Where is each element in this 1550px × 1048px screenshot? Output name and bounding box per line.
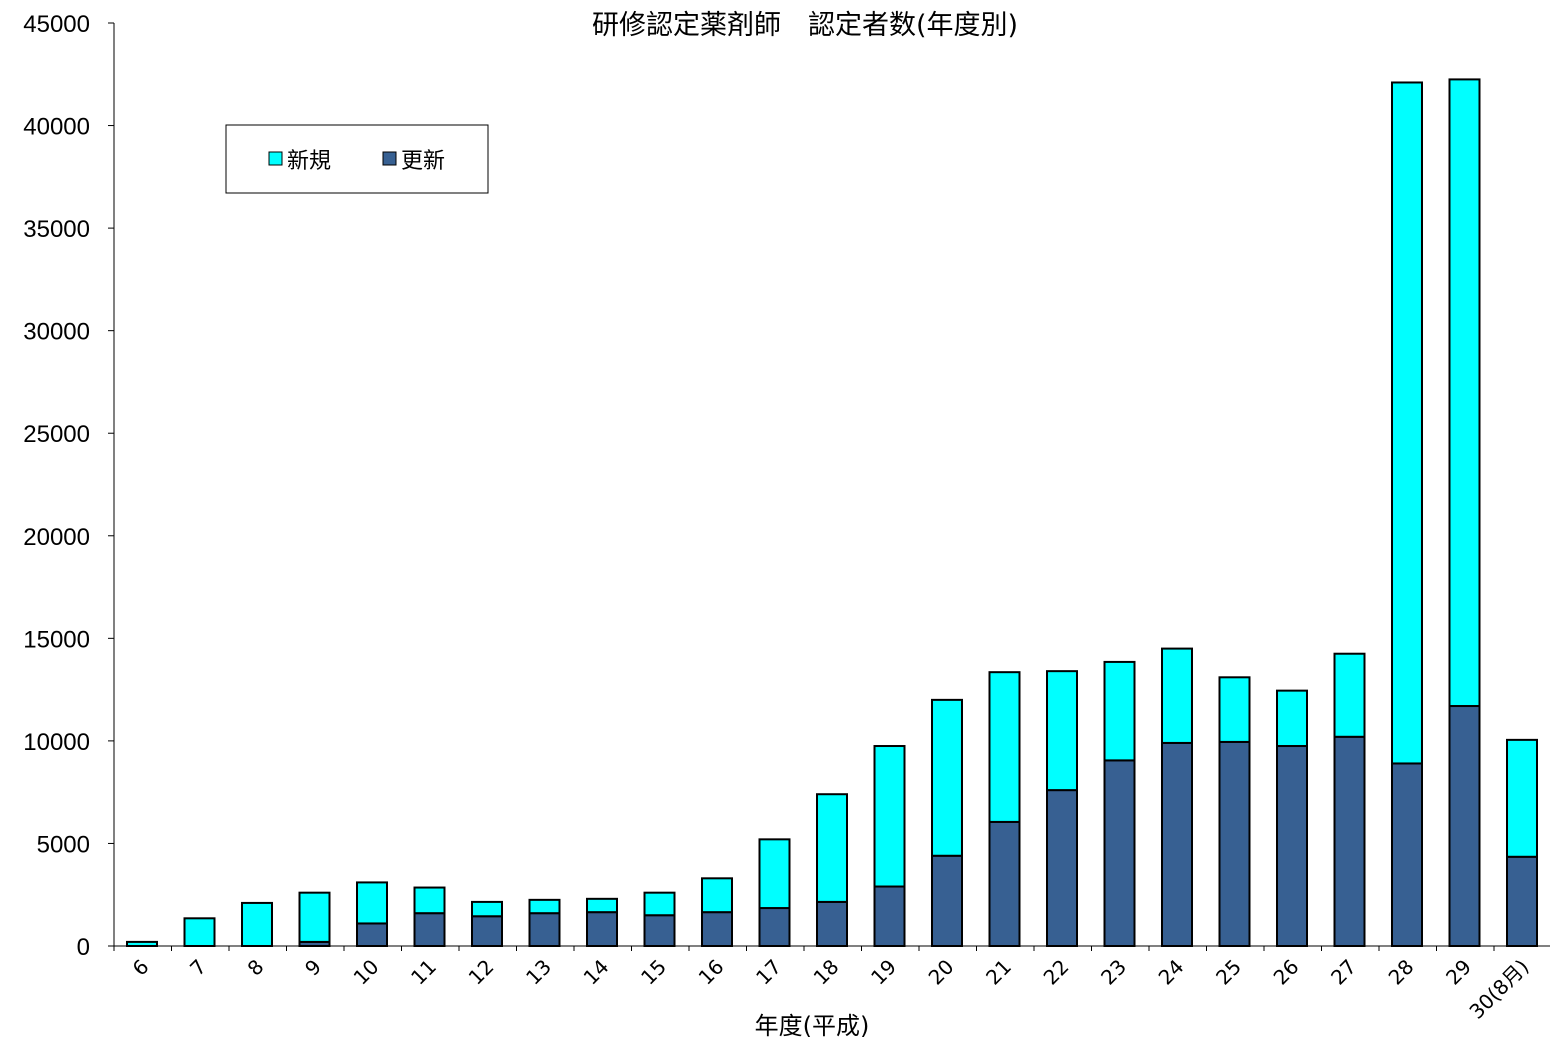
legend: 新規 更新 <box>225 124 489 194</box>
bar-renewal <box>471 915 503 948</box>
x-tick-label: 14 <box>579 955 614 990</box>
y-tick-label: 0 <box>77 934 90 961</box>
legend-swatch-new <box>268 151 283 166</box>
bar-new <box>1448 78 1481 708</box>
y-axis: 0 5000 10000 15000 20000 25000 30000 35000 40000… <box>23 11 115 961</box>
bar-new <box>758 838 791 910</box>
bar-new <box>471 900 503 918</box>
bar-new <box>1046 670 1078 792</box>
bar-new <box>528 898 561 915</box>
bar-new <box>1218 676 1251 743</box>
chart-title: 研修認定薬剤師 認定者数(年度別) <box>592 10 1018 41</box>
bars <box>126 78 1538 948</box>
bar-renewal <box>1506 855 1538 948</box>
x-tick-label: 21 <box>981 955 1016 990</box>
x-tick-label: 8 <box>243 955 269 981</box>
bar-renewal <box>1333 735 1366 948</box>
bar-new <box>1333 652 1366 738</box>
x-tick-label: 30(8月) <box>1464 955 1533 1024</box>
bar-new <box>1161 647 1193 744</box>
bar-new <box>931 698 963 857</box>
x-tick-label: 29 <box>1441 955 1476 990</box>
x-tick-label: 10 <box>349 955 384 990</box>
bar-renewal <box>528 912 561 948</box>
legend-swatch-renewal <box>382 151 397 166</box>
bar-renewal <box>701 911 733 948</box>
bar-new <box>1276 689 1308 748</box>
bar-renewal <box>586 911 618 948</box>
x-tick-label: 25 <box>1211 955 1246 990</box>
bar-new <box>241 901 273 948</box>
x-tick-label: 18 <box>809 955 844 990</box>
bar-new <box>1391 81 1423 765</box>
y-tick-label: 40000 <box>23 114 90 141</box>
bar-renewal <box>1046 789 1078 947</box>
x-tick-label: 17 <box>751 955 786 990</box>
bar-new <box>413 886 446 915</box>
bar-renewal <box>1276 745 1308 947</box>
bar-renewal <box>1161 741 1193 947</box>
y-tick-label: 45000 <box>23 11 90 38</box>
x-tick-label: 19 <box>866 955 901 990</box>
legend-item-new: 新規 <box>268 149 331 174</box>
legend-box <box>225 124 489 194</box>
bar-renewal <box>988 820 1021 947</box>
bar-renewal <box>643 914 676 948</box>
x-tick-label: 20 <box>924 955 959 990</box>
bar-new <box>988 671 1021 823</box>
y-tick-label: 30000 <box>23 319 90 346</box>
bar-new <box>816 793 848 903</box>
legend-label-new: 新規 <box>287 149 331 174</box>
y-tick-label: 35000 <box>23 216 90 243</box>
x-tick-label: 24 <box>1154 955 1189 990</box>
bar-renewal <box>413 912 446 948</box>
x-tick-label: 16 <box>694 955 729 990</box>
x-tick-label: 27 <box>1326 955 1361 990</box>
x-tick-label: 13 <box>521 955 556 990</box>
legend-label-renewal: 更新 <box>401 149 445 174</box>
bar-renewal <box>1391 762 1423 947</box>
y-tick-label: 20000 <box>23 524 90 551</box>
bar-renewal <box>1103 759 1136 947</box>
bar-new <box>643 891 676 917</box>
bar-renewal <box>1218 740 1251 947</box>
x-tick-label: 7 <box>185 955 211 981</box>
bar-new <box>873 745 906 888</box>
x-axis-title: 年度(平成) <box>755 1012 870 1040</box>
y-tick-label: 15000 <box>23 626 90 653</box>
x-tick-label: 26 <box>1269 955 1304 990</box>
bar-new <box>356 881 388 925</box>
bar-new <box>126 940 158 947</box>
bar-new <box>1506 738 1538 858</box>
bar-renewal <box>1448 705 1481 948</box>
x-tick-label: 12 <box>464 955 499 990</box>
bar-new <box>1103 660 1136 762</box>
x-tick-label: 22 <box>1039 955 1074 990</box>
bar-renewal <box>816 900 848 948</box>
bar-renewal <box>873 885 906 947</box>
x-tick-label: 23 <box>1096 955 1131 990</box>
bar-new <box>586 897 618 914</box>
bar-renewal <box>356 922 388 948</box>
bar-new <box>701 877 733 914</box>
y-tick-label: 25000 <box>23 421 90 448</box>
legend-item-renewal: 更新 <box>382 149 445 174</box>
bar-renewal <box>931 854 963 947</box>
y-tick-label: 5000 <box>37 831 90 858</box>
bar-renewal <box>758 907 791 947</box>
bar-new <box>298 891 331 943</box>
y-tick-label: 10000 <box>23 729 90 756</box>
x-tick-label: 15 <box>636 955 671 990</box>
x-tick-label: 9 <box>300 955 326 981</box>
x-tick-label: 11 <box>406 955 441 990</box>
bar-new <box>183 917 216 947</box>
x-tick-label: 28 <box>1384 955 1419 990</box>
x-tick-label: 6 <box>128 955 154 981</box>
